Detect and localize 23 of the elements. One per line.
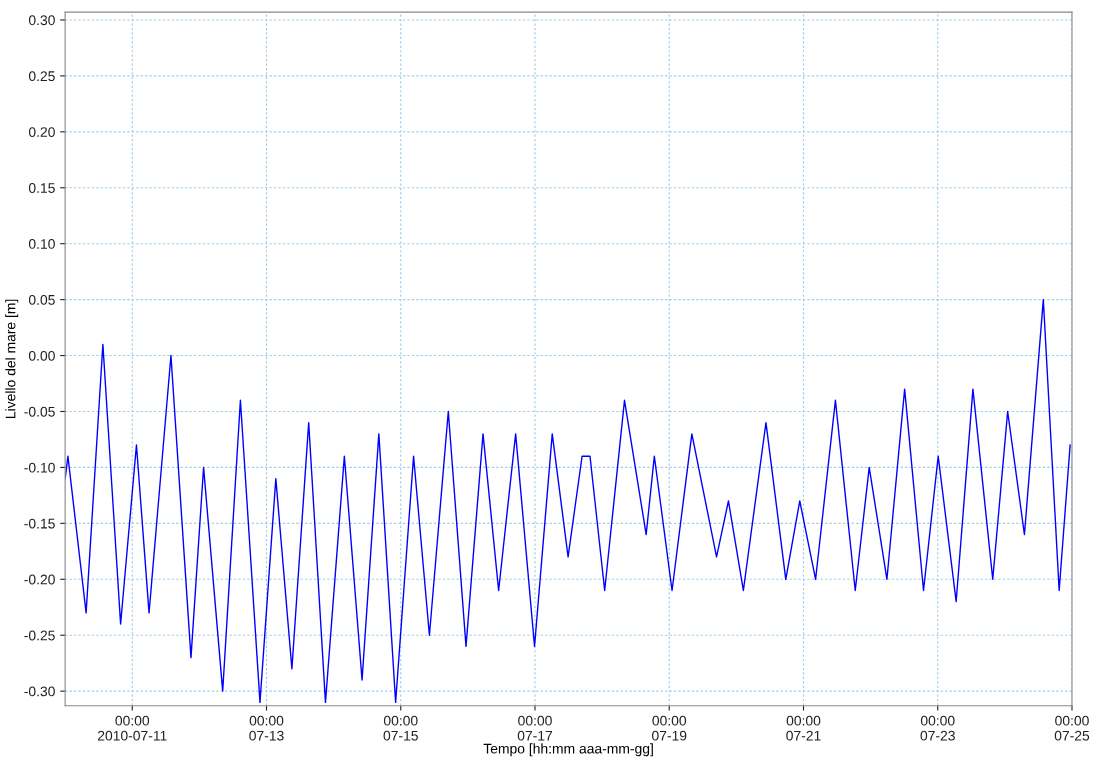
x-axis-title: Tempo [hh:mm aaa-mm-gg] <box>483 743 653 757</box>
x-tick-label: 00:00 07-19 <box>652 715 687 741</box>
x-tick-label: 00:00 07-17 <box>517 715 553 741</box>
y-tick-label: -0.25 <box>24 630 55 641</box>
y-tick-label: -0.05 <box>24 406 55 417</box>
y-tick-label: 0.15 <box>28 183 55 193</box>
y-tick-label: -0.10 <box>24 462 55 473</box>
y-tick-label: -0.30 <box>24 686 55 697</box>
y-tick-label: 0.20 <box>28 127 55 137</box>
x-tick-label: 00:00 07-21 <box>786 715 821 741</box>
y-tick-label: 0.30 <box>28 15 55 26</box>
y-tick-label: 0.00 <box>28 350 55 361</box>
x-tick-label: 00:00 07-13 <box>249 715 284 741</box>
x-tick-label: 00:00 07-15 <box>383 715 418 741</box>
x-tick-label: 00:00 07-25 <box>1054 715 1090 741</box>
x-tick-label: 00:00 2010-07-11 <box>97 715 167 741</box>
y-axis-title: Livello del mare [m] <box>5 299 19 418</box>
x-tick-label: 00:00 07-23 <box>920 715 955 741</box>
y-tick-label: 0.05 <box>28 294 55 305</box>
y-tick-label: 0.25 <box>28 71 55 82</box>
y-tick-label: -0.20 <box>24 574 55 585</box>
y-tick-label: 0.10 <box>28 239 55 249</box>
y-tick-label: -0.15 <box>24 518 55 529</box>
